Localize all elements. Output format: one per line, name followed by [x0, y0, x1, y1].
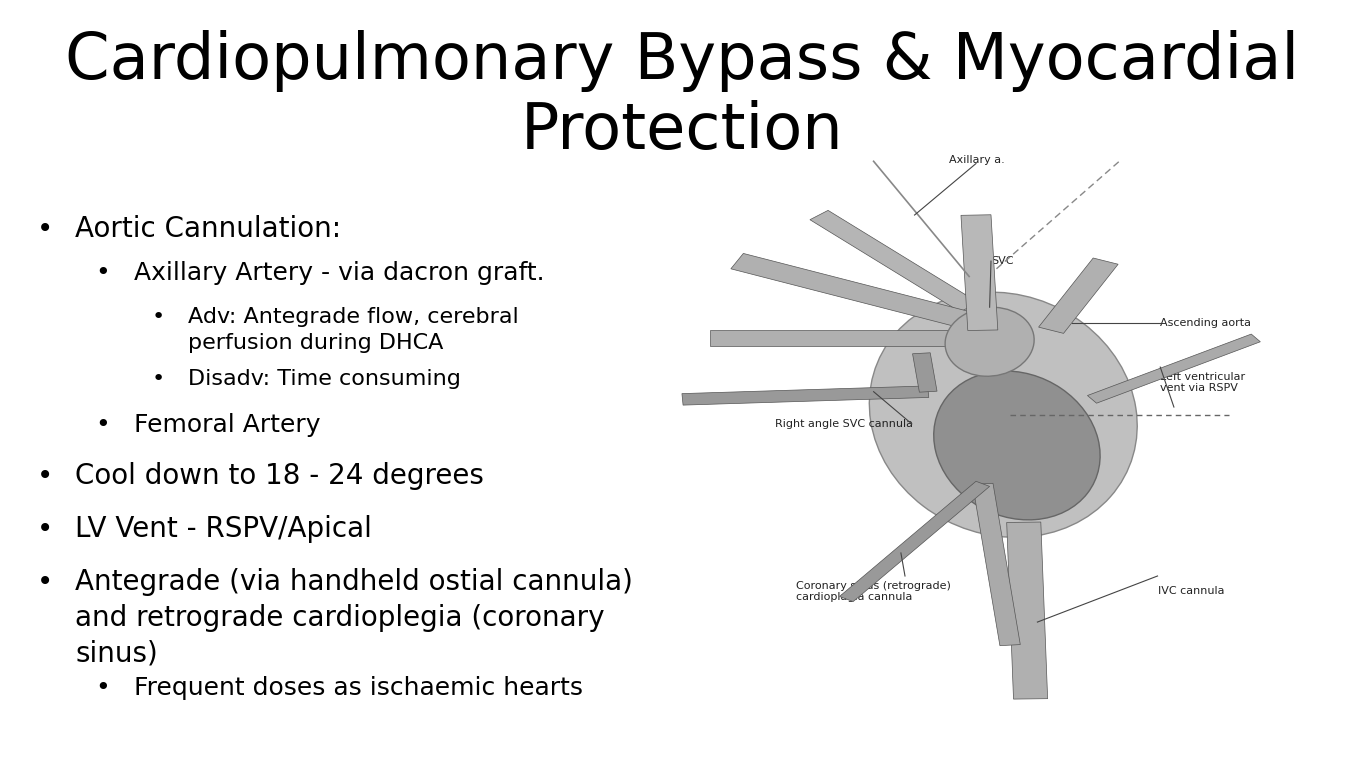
Text: Coronary sinus (retrograde)
cardioplagia cannula: Coronary sinus (retrograde) cardioplagia…: [796, 581, 950, 602]
Text: Adv: Antegrade flow, cerebral
perfusion during DHCA: Adv: Antegrade flow, cerebral perfusion …: [188, 307, 519, 353]
Text: •: •: [96, 261, 109, 285]
Text: Femoral Artery: Femoral Artery: [134, 413, 321, 437]
Ellipse shape: [934, 371, 1100, 520]
Text: IVC cannula: IVC cannula: [1158, 586, 1224, 597]
Text: Protection: Protection: [521, 100, 844, 161]
Text: •: •: [152, 369, 165, 389]
Ellipse shape: [870, 292, 1137, 538]
Text: •: •: [37, 215, 53, 243]
Text: Antegrade (via handheld ostial cannula)
and retrograde cardioplegia (coronary
si: Antegrade (via handheld ostial cannula) …: [75, 568, 633, 667]
Polygon shape: [730, 253, 983, 330]
Polygon shape: [1088, 334, 1260, 403]
Text: Axillary a.: Axillary a.: [949, 154, 1005, 165]
Text: Right angle SVC cannula: Right angle SVC cannula: [775, 419, 913, 429]
Polygon shape: [1039, 258, 1118, 333]
Text: Axillary Artery - via dacron graft.: Axillary Artery - via dacron graft.: [134, 261, 545, 285]
Text: Left ventricular
vent via RSPV: Left ventricular vent via RSPV: [1160, 372, 1245, 393]
Text: •: •: [37, 568, 53, 596]
Polygon shape: [809, 210, 979, 312]
Polygon shape: [961, 215, 998, 330]
Polygon shape: [1007, 522, 1047, 699]
Polygon shape: [682, 386, 928, 405]
Text: •: •: [96, 676, 109, 700]
Text: Ascending aorta: Ascending aorta: [1160, 317, 1252, 328]
Text: •: •: [152, 307, 165, 327]
Text: •: •: [96, 413, 109, 437]
Polygon shape: [839, 482, 990, 601]
Text: •: •: [37, 515, 53, 542]
Ellipse shape: [945, 307, 1035, 376]
Text: Cool down to 18 - 24 degrees: Cool down to 18 - 24 degrees: [75, 462, 485, 490]
Text: •: •: [37, 462, 53, 490]
Polygon shape: [913, 353, 936, 392]
Polygon shape: [710, 330, 976, 346]
Text: LV Vent - RSPV/Apical: LV Vent - RSPV/Apical: [75, 515, 371, 542]
Text: Frequent doses as ischaemic hearts: Frequent doses as ischaemic hearts: [134, 676, 583, 700]
Text: Aortic Cannulation:: Aortic Cannulation:: [75, 215, 341, 243]
Text: SVC: SVC: [991, 256, 1013, 266]
Polygon shape: [973, 483, 1020, 646]
Text: Disadv: Time consuming: Disadv: Time consuming: [188, 369, 461, 389]
Text: Cardiopulmonary Bypass & Myocardial: Cardiopulmonary Bypass & Myocardial: [66, 31, 1299, 92]
